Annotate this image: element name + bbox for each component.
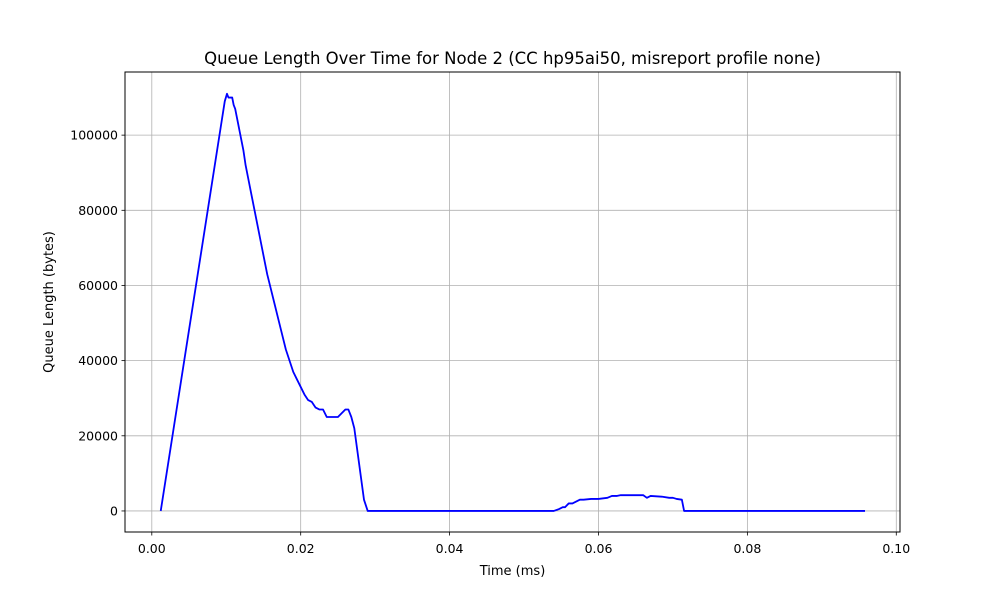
y-tick-label: 20000 [78, 428, 118, 443]
queue-length-series-line [159, 92, 866, 512]
series-layer [159, 92, 866, 512]
y-tick-label: 100000 [70, 128, 118, 143]
y-tick-label: 60000 [78, 278, 118, 293]
y-tick-label: 0 [110, 503, 118, 518]
x-tick-label: 0.10 [882, 541, 910, 556]
plot-frame [124, 71, 901, 533]
y-axis-label: Queue Length (bytes) [42, 231, 57, 373]
x-tick-label: 0.00 [138, 541, 166, 556]
x-tick-label: 0.08 [733, 541, 761, 556]
y-tick-label: 80000 [78, 203, 118, 218]
ticks: 0.00 0.02 0.04 0.06 0.08 0.10 0 20000 40000 60000… [70, 128, 910, 556]
chart-title: Queue Length Over Time for Node 2 (CC hp… [204, 49, 821, 68]
x-axis-label: Time (ms) [479, 564, 546, 579]
x-tick-label: 0.06 [585, 541, 613, 556]
y-tick-label: 40000 [78, 353, 118, 368]
x-tick-label: 0.02 [287, 541, 315, 556]
x-tick-label: 0.04 [436, 541, 464, 556]
